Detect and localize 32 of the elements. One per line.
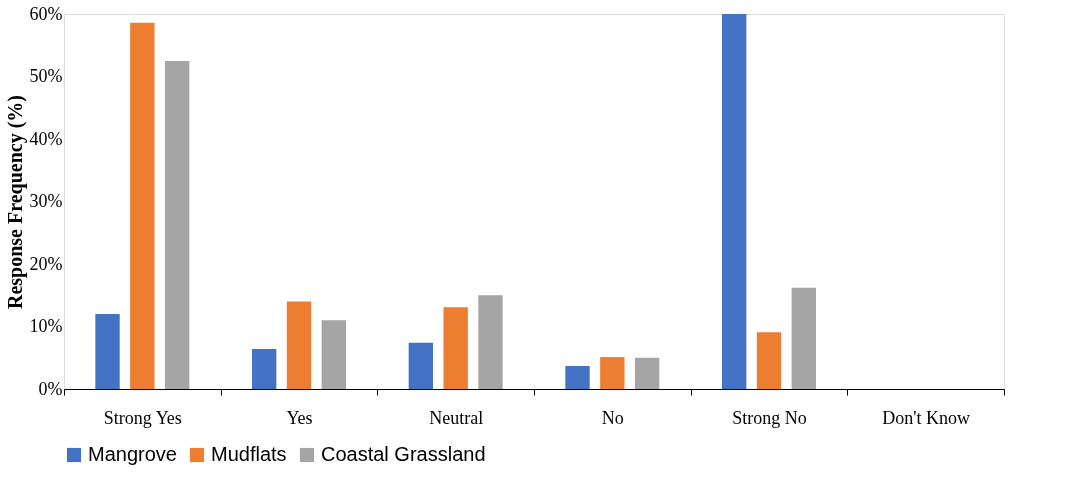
x-tick-label: Yes xyxy=(286,407,313,428)
bar xyxy=(478,295,503,389)
bar xyxy=(634,357,660,389)
bar xyxy=(791,287,816,389)
x-tick-label: Neutral xyxy=(429,407,484,428)
x-tick-label: Don't Know xyxy=(882,407,971,428)
bar xyxy=(95,314,120,389)
x-tick-label: No xyxy=(601,407,624,428)
y-tick-label: 60% xyxy=(29,3,63,24)
bar xyxy=(722,14,747,389)
bar xyxy=(408,342,434,389)
legend-label: Coastal Grassland xyxy=(321,443,486,465)
bar xyxy=(164,60,190,389)
y-tick-label: 0% xyxy=(38,378,63,399)
bar xyxy=(252,349,277,389)
y-tick-label: 50% xyxy=(29,66,63,86)
bar xyxy=(600,357,625,389)
bar xyxy=(443,307,468,389)
bar xyxy=(286,301,312,389)
x-tick-label: Strong Yes xyxy=(103,407,182,428)
bar xyxy=(756,332,782,389)
y-tick-label: 40% xyxy=(29,128,63,149)
y-axis-title: Response Frequency (%) xyxy=(3,94,27,310)
y-tick-label: 10% xyxy=(29,316,63,336)
x-tick-label: Strong No xyxy=(732,407,807,428)
legend-label: Mangrove xyxy=(88,443,177,465)
legend-label: Mudflats xyxy=(211,443,287,465)
bar xyxy=(565,365,590,389)
y-tick-label: 20% xyxy=(29,253,63,274)
y-tick-label: 30% xyxy=(29,191,63,211)
bar xyxy=(130,22,155,389)
bar xyxy=(321,320,346,389)
